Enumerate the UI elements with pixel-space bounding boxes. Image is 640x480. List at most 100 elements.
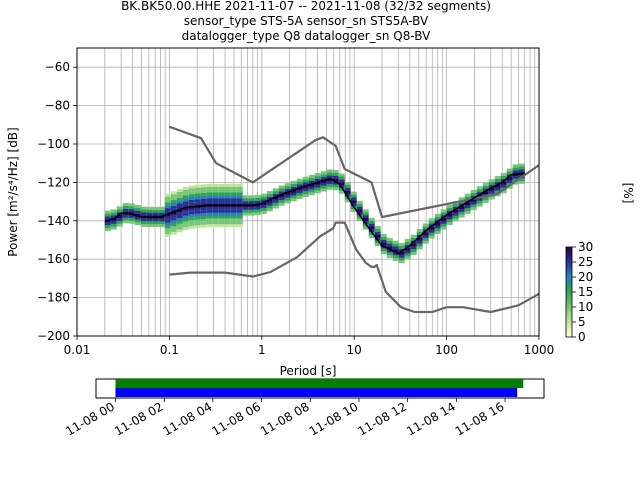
colorbar-label: [%] [621,183,635,204]
heatmap-cell [512,164,519,168]
heatmap-cell [488,182,495,186]
heatmap-cell [200,192,207,196]
heatmap-cell [128,214,135,218]
heatmap-cell [236,198,243,202]
heatmap-cell [302,179,309,183]
heatmap-cell [206,224,213,228]
heatmap-cell [206,192,213,196]
heatmap-cell [416,246,423,250]
heatmap-cell [278,188,285,192]
heatmap-cell [224,221,231,225]
colorbar-tick-label: 15 [578,285,593,299]
heatmap-cell [170,231,177,235]
heatmap-cell [446,213,453,217]
heatmap-cell [176,197,183,201]
heatmap-cell [212,221,219,225]
heatmap-cell [242,195,249,199]
heatmap-cell [350,208,357,212]
heatmap-cell [380,233,387,237]
heatmap-cell [398,260,405,264]
heatmap-cell [146,212,153,216]
heatmap-cell [212,209,219,213]
heatmap-cell [332,184,339,188]
heatmap-cell [356,209,363,213]
heatmap-cell [446,204,453,208]
heatmap-cell [290,198,297,202]
heatmap-cell [494,184,501,188]
availability-bars [115,379,524,397]
heatmap-cell [494,176,501,180]
heatmap-cell [200,213,207,217]
heatmap-cell [452,212,459,216]
heatmap-cell [320,179,327,183]
heatmap-cell [182,206,189,210]
heatmap-cell [458,208,465,212]
heatmap-cell [170,197,177,201]
x-axis-label: Period [s] [280,364,337,378]
heatmap-cell [446,207,453,211]
heatmap-cell [200,224,207,228]
heatmap-cell [422,232,429,236]
heatmap-cell [230,189,237,193]
heatmap-cell [212,224,219,228]
heatmap-cell [110,226,117,230]
heatmap-cell [518,169,525,173]
heatmap-cell [170,194,177,198]
heatmap-cell [122,214,129,218]
heatmap-cell [230,195,237,199]
heatmap-cell [428,235,435,239]
heatmap-cell [332,169,339,173]
heatmap-cell [344,184,351,188]
heatmap-cell [176,214,183,218]
heatmap-cell [140,206,147,210]
heatmap-cell [446,210,453,214]
heatmap-cell [188,188,195,192]
heatmap-cell [482,197,489,201]
heatmap-cell [116,220,123,224]
heatmap-cell [218,209,225,213]
heatmap-cell [218,224,225,228]
heatmap-cell [386,252,393,256]
heatmap-cell [194,219,201,223]
heatmap-cell [236,201,243,205]
heatmap-cell [128,203,135,207]
heatmap-cell [134,210,141,214]
heatmap-cell [188,222,195,226]
heatmap-cell [158,212,165,216]
heatmap-cell [284,186,291,190]
heatmap-cell [482,200,489,204]
heatmap-cell [164,231,171,235]
heatmap-cell [488,196,495,200]
heatmap-cell [212,218,219,222]
heatmap-cell [176,200,183,204]
y-tick-label: −200 [37,329,70,343]
heatmap-cell [284,194,291,198]
heatmap-cell [248,209,255,213]
heatmap-cell [242,206,249,210]
heatmap-cell [248,198,255,202]
heatmap-cell [218,189,225,193]
heatmap-cell [272,188,279,192]
heatmap-cell [218,198,225,202]
heatmap-cell [248,195,255,199]
heatmap-cell [146,224,153,228]
heatmap-cell [416,229,423,233]
heatmap-cell [206,189,213,193]
heatmap-cell [518,166,525,170]
heatmap-cell [164,210,171,214]
heatmap-cell [362,209,369,213]
heatmap-cell [206,212,213,216]
heatmap-cell [212,201,219,205]
heatmap-cell [458,211,465,215]
heatmap-cell [398,257,405,261]
heatmap-cell [104,225,111,229]
heatmap-cell [272,199,279,203]
heatmap-cell [242,209,249,213]
colorbar-tick-label: 5 [578,315,586,329]
heatmap-cell [500,181,507,185]
heatmap-cell [194,210,201,214]
heatmap-cell [104,227,111,231]
heatmap-cell [164,228,171,232]
y-tick-label: −100 [37,137,70,151]
